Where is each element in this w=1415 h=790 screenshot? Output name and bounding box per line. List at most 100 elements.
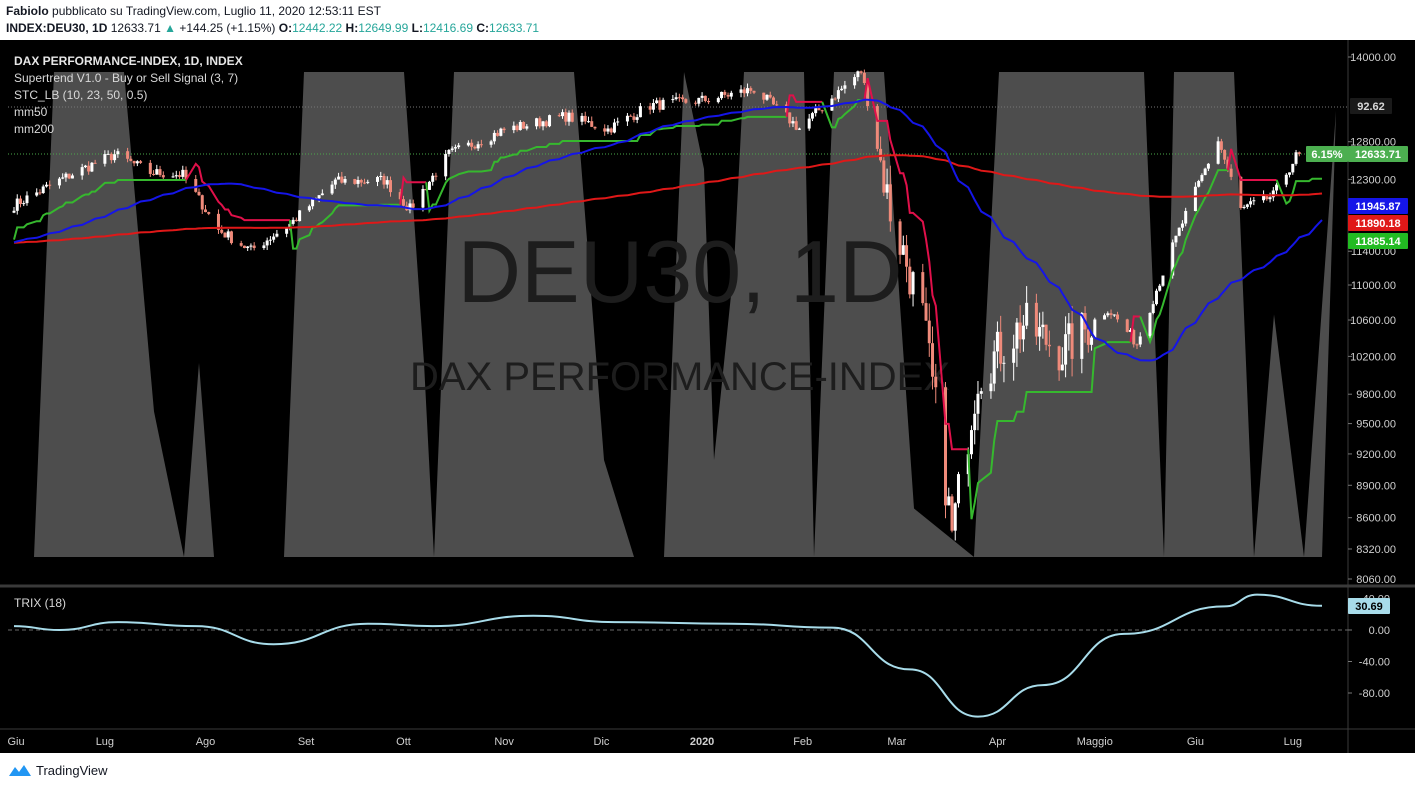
candle-body	[616, 121, 620, 123]
trix-tick-label-1: 0.00	[1369, 625, 1390, 637]
legend-supertrend[interactable]: Supertrend V1.0 - Buy or Sell Signal (3,…	[14, 71, 238, 85]
candle-body	[995, 331, 999, 352]
candle-body	[862, 72, 866, 84]
candle-body	[272, 236, 276, 240]
legend-mm200[interactable]: mm200	[14, 122, 54, 136]
candle-body	[901, 245, 905, 255]
candle-body	[18, 198, 22, 204]
price-chart[interactable]: DEU30, 1D DAX PERFORMANCE-INDEX 14000.00…	[0, 40, 1415, 753]
candle-body	[866, 83, 870, 107]
candle-body	[905, 245, 909, 267]
supertrend-up-line	[967, 341, 1131, 520]
candle-body	[1288, 172, 1292, 175]
candle-body	[1090, 337, 1094, 345]
candle-body	[496, 132, 500, 136]
candle-body	[1161, 275, 1165, 286]
candle-body	[80, 167, 84, 176]
candle-body	[1135, 344, 1139, 346]
candle-body	[275, 233, 279, 237]
candle-body	[1129, 330, 1133, 332]
candle-body	[788, 112, 792, 124]
candle-body	[340, 176, 344, 183]
close-label: C:	[476, 21, 490, 35]
time-tick-label-12: Giu	[1187, 736, 1204, 748]
candle-body	[814, 108, 818, 114]
candle-body	[612, 122, 616, 133]
candle-body	[116, 151, 120, 155]
legend-trix[interactable]: TRIX (18)	[14, 596, 66, 610]
candle-body	[223, 232, 227, 238]
candle-body	[544, 121, 548, 127]
candle-body	[1151, 304, 1155, 313]
candle-body	[658, 100, 662, 110]
candle-body	[671, 99, 675, 101]
candle-body	[817, 108, 821, 111]
candle-body	[771, 97, 775, 105]
candle-body	[90, 162, 94, 172]
candle-body	[583, 115, 587, 122]
candle-body	[135, 161, 139, 164]
candle-body	[1239, 176, 1243, 208]
triangle-up-icon: ▲	[164, 21, 177, 35]
candle-body	[1080, 313, 1084, 359]
legend-stc[interactable]: STC_LB (10, 23, 50, 0.5)	[14, 88, 147, 102]
candle-body	[502, 128, 506, 131]
candle-body	[229, 231, 233, 244]
price-axis[interactable]: 14000.00 12800.00 12300.00 11400.00 11000.00…	[1348, 52, 1396, 700]
candle-body	[525, 126, 529, 129]
trix-tick-label-2: -40.00	[1359, 657, 1390, 669]
candle-body	[632, 116, 636, 120]
candle-body	[411, 203, 415, 208]
candle-body	[697, 97, 701, 104]
candle-body	[1197, 180, 1201, 187]
candle-body	[953, 503, 957, 531]
candle-body	[762, 92, 766, 100]
candle-body	[285, 228, 289, 234]
time-axis[interactable]: Giu Lug Ago Set Ott Nov Dic 2020 Feb Mar Apr Maggio…	[7, 736, 1302, 748]
candle-body	[1177, 227, 1181, 236]
footer-brand[interactable]: TradingView	[36, 762, 108, 778]
candle-body	[833, 98, 837, 100]
candle-body	[843, 85, 847, 89]
candle-body	[298, 210, 302, 222]
candle-body	[541, 121, 545, 127]
supertrend-value-label: 11885.14	[1355, 236, 1401, 248]
ohlc-line: INDEX:DEU30, 1D 12633.71 ▲ +144.25 (+1.1…	[6, 21, 539, 35]
candle-body	[1034, 302, 1038, 337]
candle-body	[41, 186, 45, 194]
candle-body	[246, 246, 250, 249]
supertrend-down-line	[863, 77, 969, 451]
candle-body	[148, 162, 152, 174]
candle-body	[70, 175, 74, 179]
candle-body	[239, 243, 243, 246]
candle-body	[171, 176, 175, 178]
candle-body	[1284, 174, 1288, 185]
supertrend-down-line	[1226, 148, 1277, 181]
candle-body	[1086, 329, 1090, 345]
candle-body	[934, 376, 938, 388]
candle-body	[742, 89, 746, 94]
mm50-value-label-bg	[1348, 198, 1408, 214]
time-tick-label-11: Maggio	[1077, 736, 1113, 748]
candle-body	[976, 393, 980, 414]
candle-body	[317, 195, 321, 199]
candle-body	[268, 239, 272, 241]
candle-body	[434, 175, 438, 177]
candle-body	[1158, 285, 1162, 291]
candle-body	[466, 142, 470, 146]
legend: DAX PERFORMANCE-INDEX, 1D, INDEX Supertr…	[14, 54, 243, 610]
candle-body	[992, 351, 996, 384]
candle-body	[944, 387, 948, 506]
time-tick-label-10: Apr	[989, 736, 1006, 748]
candle-body	[538, 118, 542, 127]
candle-body	[784, 104, 788, 113]
last-price-label: 12633.71	[1355, 149, 1401, 161]
close-value: 12633.71	[489, 21, 540, 35]
author-name[interactable]: Fabiolo	[6, 4, 49, 18]
price-tick-label-11: 8600.00	[1356, 513, 1396, 525]
candle-body	[155, 169, 159, 175]
legend-mm50[interactable]: mm50	[14, 105, 48, 119]
candle-body	[557, 115, 561, 117]
candle-body	[1112, 314, 1116, 316]
candle-body	[57, 178, 61, 186]
